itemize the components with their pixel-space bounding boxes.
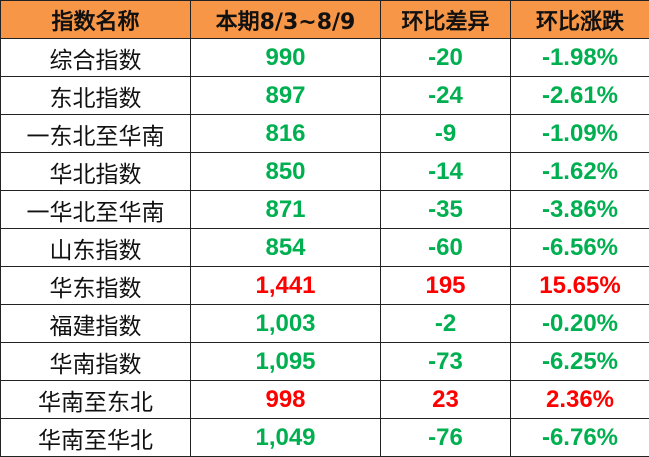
pct-cell: -1.62%	[510, 152, 649, 191]
header-name: 指数名称	[0, 0, 191, 39]
header-pct: 环比涨跌	[510, 0, 649, 39]
index-name-cell: 华南指数	[0, 342, 191, 381]
index-name-cell: 华东指数	[0, 266, 191, 305]
diff-cell: 23	[380, 380, 511, 419]
pct-cell: -0.20%	[510, 304, 649, 343]
value-cell: 854	[190, 228, 381, 267]
value-cell: 871	[190, 190, 381, 229]
diff-cell: -14	[380, 152, 511, 191]
pct-cell: -1.98%	[510, 38, 649, 77]
table-row: 东北指数 897 -24 -2.61%	[0, 76, 649, 115]
table-row: 福建指数 1,003 -2 -0.20%	[0, 304, 649, 343]
index-name-cell: 一华北至华南	[0, 190, 191, 229]
header-row: 指数名称 本期8/3~8/9 环比差异 环比涨跌	[0, 0, 649, 39]
table-row: 综合指数 990 -20 -1.98%	[0, 38, 649, 77]
pct-cell: -6.25%	[510, 342, 649, 381]
diff-cell: -24	[380, 76, 511, 115]
index-name-cell: 华北指数	[0, 152, 191, 191]
value-cell: 1,095	[190, 342, 381, 381]
value-cell: 998	[190, 380, 381, 419]
diff-cell: -2	[380, 304, 511, 343]
pct-cell: -1.09%	[510, 114, 649, 153]
index-name-cell: 综合指数	[0, 38, 191, 77]
value-cell: 897	[190, 76, 381, 115]
diff-cell: -9	[380, 114, 511, 153]
diff-cell: -76	[380, 418, 511, 457]
index-name-cell: 一东北至华南	[0, 114, 191, 153]
pct-cell: -3.86%	[510, 190, 649, 229]
pct-cell: 2.36%	[510, 380, 649, 419]
index-name-cell: 华南至东北	[0, 380, 191, 419]
index-name-cell: 山东指数	[0, 228, 191, 267]
diff-cell: 195	[380, 266, 511, 305]
table-row: 华东指数 1,441 195 15.65%	[0, 266, 649, 305]
value-cell: 850	[190, 152, 381, 191]
pct-cell: -2.61%	[510, 76, 649, 115]
index-name-cell: 东北指数	[0, 76, 191, 115]
value-cell: 816	[190, 114, 381, 153]
table-row: 华北指数 850 -14 -1.62%	[0, 152, 649, 191]
index-name-cell: 福建指数	[0, 304, 191, 343]
pct-cell: -6.56%	[510, 228, 649, 267]
table-row: 一东北至华南 816 -9 -1.09%	[0, 114, 649, 153]
table-row: 华南指数 1,095 -73 -6.25%	[0, 342, 649, 381]
value-cell: 990	[190, 38, 381, 77]
table-row: 华南至华北 1,049 -76 -6.76%	[0, 418, 649, 457]
header-diff: 环比差异	[380, 0, 511, 39]
pct-cell: -6.76%	[510, 418, 649, 457]
value-cell: 1,003	[190, 304, 381, 343]
diff-cell: -20	[380, 38, 511, 77]
diff-cell: -73	[380, 342, 511, 381]
value-cell: 1,441	[190, 266, 381, 305]
value-cell: 1,049	[190, 418, 381, 457]
diff-cell: -60	[380, 228, 511, 267]
table-row: 山东指数 854 -60 -6.56%	[0, 228, 649, 267]
index-name-cell: 华南至华北	[0, 418, 191, 457]
header-current-period: 本期8/3~8/9	[190, 0, 381, 39]
table-row: 华南至东北 998 23 2.36%	[0, 380, 649, 419]
table-row: 一华北至华南 871 -35 -3.86%	[0, 190, 649, 229]
diff-cell: -35	[380, 190, 511, 229]
pct-cell: 15.65%	[510, 266, 649, 305]
